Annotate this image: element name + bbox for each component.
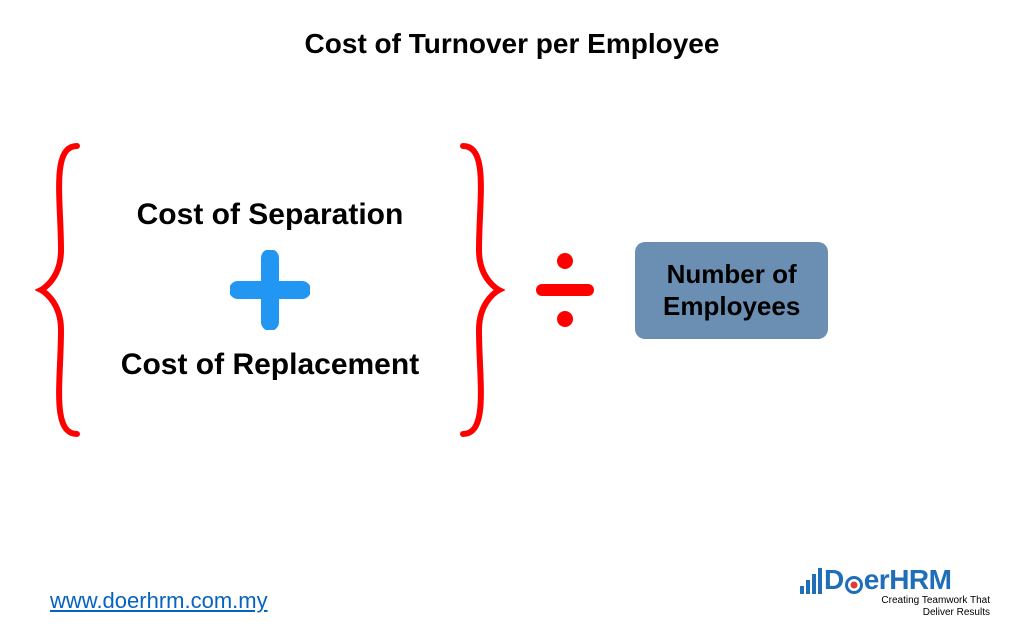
right-brace-icon <box>455 140 505 440</box>
formula-row: Cost of Separation Cost of Replacement N <box>35 135 995 445</box>
divisor-box: Number of Employees <box>635 242 828 339</box>
logo-bars-icon <box>800 566 822 594</box>
website-link[interactable]: www.doerhrm.com.my <box>50 588 268 614</box>
logo-target-o-icon <box>845 576 863 594</box>
brand-wordmark: D erHRM <box>824 566 951 594</box>
divisor-line1: Number of <box>667 259 797 289</box>
brand-logo: D erHRM Creating Teamwork That Deliver R… <box>800 566 990 618</box>
tagline-line2: Deliver Results <box>923 607 990 618</box>
divide-block <box>505 245 625 335</box>
page-title: Cost of Turnover per Employee <box>0 28 1024 60</box>
tagline-line1: Creating Teamwork That <box>881 595 990 606</box>
brand-tagline: Creating Teamwork That Deliver Results <box>800 595 990 618</box>
brand-text-post: erHRM <box>864 566 952 594</box>
brand-text-pre: D <box>824 566 844 594</box>
divide-icon <box>530 245 600 335</box>
plus-icon <box>230 250 310 330</box>
braces-inner: Cost of Separation Cost of Replacement <box>85 198 455 383</box>
term-replacement: Cost of Replacement <box>121 348 419 383</box>
left-brace-icon <box>35 140 85 440</box>
term-separation: Cost of Separation <box>137 198 404 233</box>
divisor-line2: Employees <box>663 291 800 321</box>
brand-logo-main: D erHRM <box>800 566 990 594</box>
braces-group: Cost of Separation Cost of Replacement <box>35 140 505 440</box>
